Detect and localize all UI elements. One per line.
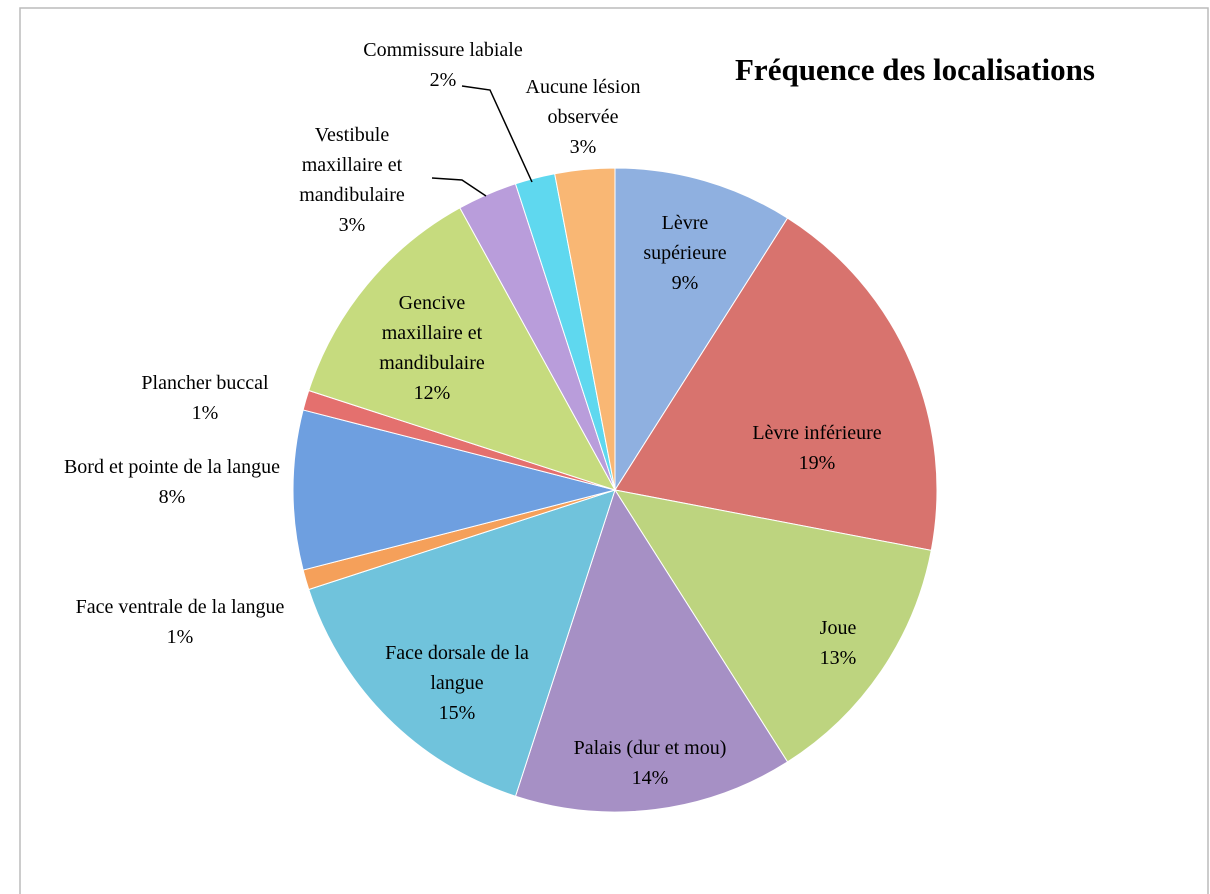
value-label: 8% <box>158 486 186 508</box>
pie-slice <box>614 217 938 551</box>
pie <box>292 167 938 813</box>
slice-label: Bord et pointe de la langue 8% <box>57 452 287 512</box>
category-label: Lèvre inférieure <box>752 422 882 444</box>
slice-label: Plancher buccal 1% <box>105 368 305 428</box>
slice-label: Palais (dur et mou) 14% <box>530 733 770 793</box>
chart-border <box>19 7 1209 894</box>
value-label: 14% <box>631 767 669 789</box>
slice-label: Gencive maxillaire et mandibulaire 12% <box>357 288 507 408</box>
pie-slice <box>308 489 616 797</box>
value-label: 3% <box>569 136 597 158</box>
value-label: 3% <box>338 214 366 236</box>
value-label: 9% <box>671 272 699 294</box>
value-label: 13% <box>819 647 857 669</box>
slice-label: Face dorsale de la langue 15% <box>357 638 557 728</box>
pie-slice <box>292 409 616 571</box>
value-label: 15% <box>438 702 476 724</box>
slice-label: Aucune lésion observée 3% <box>508 72 658 162</box>
value-label: 2% <box>429 69 457 91</box>
leader-line <box>431 177 487 197</box>
slice-label: Lèvre inférieure 19% <box>707 418 927 478</box>
slice-label: Commissure labiale 2% <box>313 35 573 95</box>
pie-slice <box>554 167 616 491</box>
value-label: 1% <box>166 626 194 648</box>
slice-label: Joue 13% <box>778 613 898 673</box>
category-label: Vestibule maxillaire et mandibulaire <box>299 124 405 206</box>
pie-slice <box>614 167 789 492</box>
category-label: Plancher buccal <box>141 372 269 394</box>
category-label: Gencive maxillaire et mandibulaire <box>379 292 485 374</box>
value-label: 12% <box>413 382 451 404</box>
pie-slice <box>308 207 617 491</box>
value-label: 1% <box>191 402 219 424</box>
slice-label: Face ventrale de la langue 1% <box>60 592 300 652</box>
category-label: Lèvre supérieure <box>643 212 727 264</box>
category-label: Commissure labiale <box>363 39 523 61</box>
pie-slice <box>514 488 789 813</box>
category-label: Joue <box>819 617 857 639</box>
category-label: Face ventrale de la langue <box>75 596 285 618</box>
pie-slice <box>613 489 932 763</box>
category-label: Aucune lésion observée <box>525 76 641 128</box>
slice-label: Lèvre supérieure 9% <box>625 208 745 298</box>
category-label: Bord et pointe de la langue <box>63 456 281 478</box>
category-label: Face dorsale de la langue <box>385 642 529 694</box>
value-label: 19% <box>798 452 836 474</box>
slice-label: Vestibule maxillaire et mandibulaire 3% <box>277 120 427 240</box>
chart-title: Fréquence des localisations <box>735 52 1095 87</box>
category-label: Palais (dur et mou) <box>573 737 727 759</box>
leader-line <box>461 85 533 183</box>
